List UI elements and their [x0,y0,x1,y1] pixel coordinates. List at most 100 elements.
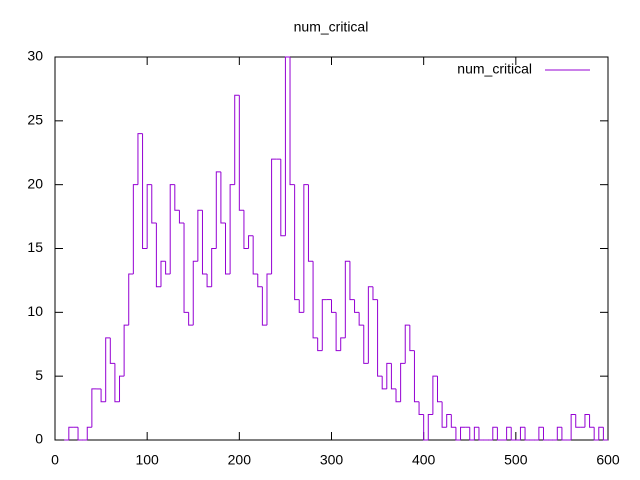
step-segment [142,133,148,249]
step-segment [561,427,567,441]
step-segment [432,375,438,415]
x-tick-label: 300 [320,452,344,468]
step-segment [542,427,549,441]
step-segment [381,376,387,390]
step-segment [492,426,498,440]
step-segment [128,273,134,326]
step-segment [450,414,456,428]
x-tick-label: 0 [51,452,59,468]
step-segment [423,414,429,441]
step-segment [312,261,318,339]
step-segment [307,184,314,262]
step-segment [146,184,152,249]
step-segment [436,376,443,403]
step-segment [598,426,604,440]
step-segment [243,210,249,249]
step-segment [413,350,420,403]
step-segment [303,184,309,313]
step-segment [400,362,406,402]
x-tick-label: 500 [504,452,528,468]
step-segment [123,324,129,377]
step-segment [229,184,235,275]
y-tick-label: 0 [35,431,43,447]
step-segment [473,426,479,440]
step-segment [261,286,267,326]
step-segment [119,375,125,402]
step-segment [109,337,115,364]
step-segment [358,312,364,326]
step-segment [363,325,369,364]
step-segment [271,158,277,275]
step-segment [206,274,212,288]
step-segment [584,413,590,428]
step-segment [478,427,484,441]
step-segment [321,299,327,351]
x-tick-label: 400 [412,452,436,468]
step-segment [86,426,92,440]
step-segment [395,388,401,403]
x-tick-label: 600 [596,452,620,468]
step-segment [455,427,461,441]
step-segment [386,362,392,389]
step-segment [524,427,530,441]
step-segment [211,248,217,287]
step-segment [238,95,244,211]
step-segment [317,337,323,352]
step-segment [354,299,360,313]
step-segment [506,426,512,440]
step-segment [188,312,194,326]
step-segment [575,414,581,428]
y-tick-label: 15 [27,239,43,255]
step-segment [289,57,295,186]
step-segment [427,413,433,440]
step-segment [280,159,286,237]
step-segment [77,427,83,441]
step-segment [593,427,599,441]
x-tick-label: 100 [135,452,159,468]
step-segment [151,184,157,224]
step-segment [390,363,397,390]
step-segment [132,184,138,275]
step-segment [160,260,166,287]
step-segment [215,171,221,249]
step-segment [294,184,300,301]
step-segment [496,427,503,441]
y-tick-label: 30 [27,48,43,64]
step-segment [252,235,258,275]
y-tick-label: 20 [27,175,43,191]
step-segment [114,363,120,403]
step-segment [441,401,447,428]
step-segment [460,426,466,440]
step-segment [469,427,475,441]
step-segment [446,413,452,428]
step-segment [344,260,350,338]
step-segment [538,426,544,440]
step-segment [225,222,231,275]
step-segment [68,426,74,440]
step-segment [510,427,516,441]
step-segment [589,414,595,428]
step-segment [169,184,175,275]
step-segment [155,222,161,288]
step-segment [257,274,263,288]
step-segment [570,413,576,440]
step-segment [178,210,185,224]
step-segment [192,260,198,326]
step-segment [183,222,189,313]
step-segment [372,286,378,301]
y-tick-label: 25 [27,112,43,128]
step-segment [367,286,373,364]
x-tick-label: 200 [228,452,252,468]
step-segment [409,325,415,352]
step-segment [602,427,608,441]
step-segment [105,337,111,402]
step-segment [556,426,562,440]
legend-label: num_critical [457,61,532,77]
step-segment [220,171,226,224]
step-segment [404,324,410,364]
step-segment [284,56,291,236]
step-segment [340,337,346,351]
y-tick-label: 10 [27,303,43,319]
